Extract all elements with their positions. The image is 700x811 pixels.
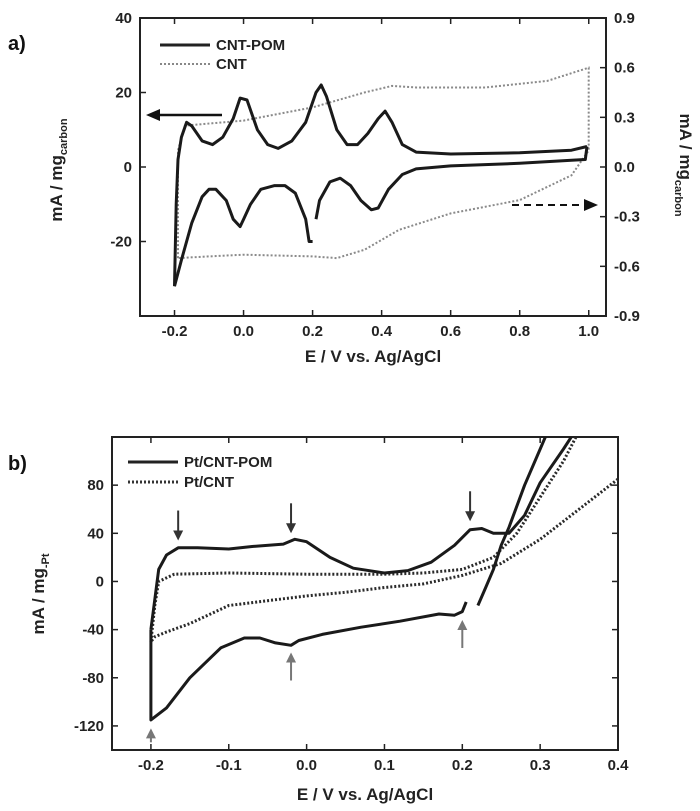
panel-b-frame: [111, 436, 619, 751]
panel-a-y-tick-label-right: -0.3: [614, 209, 640, 226]
series-cnt-pom-cathodic: [314, 146, 589, 220]
panel-b-label: b): [8, 453, 27, 475]
panel-a-y-ticks-right: -0.9 -0.6 -0.3 0.0 0.3 0.6 0.9: [600, 10, 640, 325]
panel-a-frame: [139, 17, 607, 317]
arrow-right-axis: [512, 199, 598, 211]
panel-b-y-label-main: mA / mg: [29, 568, 48, 634]
panel-b-y-tick-label: -80: [82, 670, 104, 687]
legend-label-cnt-pom: CNT-POM: [216, 37, 285, 54]
panel-b-x-tick-label: 0.3: [530, 757, 551, 774]
panel-b-y-tick-label: -40: [82, 622, 104, 639]
panel-b-x-tick-label: 0.4: [608, 757, 630, 774]
panel-a-x-tick-label: 0.8: [509, 323, 530, 340]
arrow-up-marker: [145, 728, 156, 743]
arrow-up-marker: [286, 652, 297, 681]
series-cnt-pom-cathodic-low: [173, 184, 313, 287]
arrow-down-marker: [173, 510, 184, 541]
arrow-up-marker: [457, 619, 468, 648]
series-pt-cnt-pom-cathodic: [149, 601, 468, 722]
panel-a-y-label-right-main: mA / mg: [676, 113, 695, 179]
panel-a-x-axis-label: E / V vs. Ag/AgCl: [305, 347, 441, 366]
panel-a-curves: [173, 66, 590, 287]
panel-a-x-ticks: -0.2 0.0 0.2 0.4 0.6 0.8 1.0: [162, 18, 599, 340]
panel-a-x-tick-label: -0.2: [162, 323, 188, 340]
series-pt-cnt-pom-anodic: [149, 437, 574, 630]
arrow-left-axis: [146, 109, 222, 121]
panel-a-y-tick-label-left: 20: [115, 85, 132, 102]
panel-a-y-tick-label-right: 0.9: [614, 10, 635, 27]
panel-a-y-axis-label-left: mA / mgcarbon: [47, 118, 70, 221]
panel-a-y-tick-label-left: 40: [115, 10, 132, 27]
panel-a-y-tick-label-right: 0.6: [614, 60, 635, 77]
panel-b-y-ticks: -120 -80 -40 0 40 80: [74, 477, 618, 735]
series-cnt-line: [177, 66, 590, 260]
panel-b-y-tick-label: 40: [87, 525, 104, 542]
panel-a-x-tick-label: 0.4: [371, 323, 393, 340]
panel-b-x-axis-label: E / V vs. Ag/AgCl: [297, 785, 433, 804]
panel-b-arrows: [145, 491, 476, 743]
panel-b-curves: [149, 437, 618, 722]
panel-a-x-tick-label: 0.2: [302, 323, 323, 340]
panel-a-y-tick-label-right: -0.6: [614, 258, 640, 275]
panel-b-x-ticks: -0.2 -0.1 0.0 0.1 0.2 0.3 0.4: [138, 437, 629, 774]
panel-b-y-tick-label: -120: [74, 718, 104, 735]
panel-a-x-tick-label: 1.0: [578, 323, 599, 340]
panel-a-y-tick-label-left: -20: [110, 234, 132, 251]
series-pt-cnt-reverse: [149, 477, 618, 643]
panel-a-label: a): [8, 33, 26, 55]
panel-a-y-label-left-main: mA / mg: [47, 155, 66, 221]
panel-b-plot-area: [149, 437, 618, 722]
panel-b-x-tick-label: 0.2: [452, 757, 473, 774]
panel-a-y-tick-label-right: 0.0: [614, 159, 635, 176]
panel-b: b) -0.2 -0.1 0.0 0.1 0.2 0.3 0.4 -120 -80 -40 0 40…: [8, 436, 629, 804]
panel-a-y-tick-label-left: 0: [124, 159, 132, 176]
panel-b-x-tick-label: 0.1: [374, 757, 395, 774]
series-pt-cnt-anodic: [149, 437, 578, 642]
panel-a-y-tick-label-right: -0.9: [614, 308, 640, 325]
panel-b-y-axis-label: mA / mg-Pt: [29, 553, 52, 634]
series-pt-cnt-pom-reverse-high: [476, 437, 547, 607]
panel-a-x-tick-label: 0.6: [440, 323, 461, 340]
series-cnt-pom-anodic: [173, 83, 588, 287]
panel-a-y-label-right-sub: carbon: [672, 180, 684, 217]
panel-a-y-axis-label-right: mA / mgcarbon: [672, 113, 695, 216]
panel-a-y-ticks-left: -20 0 20 40: [110, 10, 146, 251]
legend-label-pt-cnt-pom: Pt/CNT-POM: [184, 454, 272, 471]
arrow-down-marker: [286, 503, 297, 534]
panel-b-x-tick-label: 0.0: [296, 757, 317, 774]
legend-label-pt-cnt: Pt/CNT: [184, 474, 234, 491]
legend-label-cnt: CNT: [216, 56, 247, 73]
panel-b-y-tick-label: 80: [87, 477, 104, 494]
panel-b-x-tick-label: -0.2: [138, 757, 164, 774]
panel-a-y-tick-label-right: 0.3: [614, 109, 635, 126]
panel-a-y-label-left-sub: carbon: [58, 118, 70, 155]
arrow-down-marker: [465, 491, 476, 522]
panel-b-y-tick-label: 0: [96, 573, 104, 590]
panel-a-x-tick-label: 0.0: [233, 323, 254, 340]
panel-b-x-tick-label: -0.1: [216, 757, 242, 774]
panel-b-y-label-sub: -Pt: [40, 553, 52, 568]
